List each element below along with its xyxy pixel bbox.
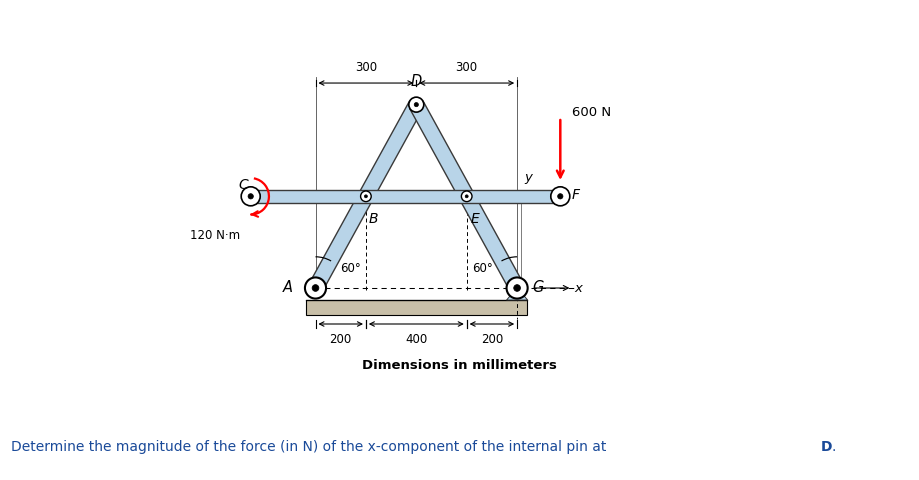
Circle shape xyxy=(312,285,319,291)
Text: Dimensions in millimeters: Dimensions in millimeters xyxy=(362,359,557,372)
Circle shape xyxy=(241,187,260,206)
Circle shape xyxy=(365,195,368,198)
Text: 300: 300 xyxy=(456,61,478,74)
Polygon shape xyxy=(410,101,524,292)
Text: C: C xyxy=(239,179,248,192)
Text: 600 N: 600 N xyxy=(573,106,611,119)
Text: 200: 200 xyxy=(330,333,352,346)
Circle shape xyxy=(550,187,570,206)
Text: 300: 300 xyxy=(355,61,377,74)
Text: D: D xyxy=(821,440,833,454)
Circle shape xyxy=(305,277,326,299)
Circle shape xyxy=(506,277,528,299)
Text: 60°: 60° xyxy=(472,262,493,275)
Circle shape xyxy=(248,193,254,199)
Text: 120 N·m: 120 N·m xyxy=(189,229,240,242)
Text: .: . xyxy=(832,440,836,454)
Text: Determine the magnitude of the force (in N) of the x-component of the internal p: Determine the magnitude of the force (in… xyxy=(11,440,611,454)
Circle shape xyxy=(360,191,371,202)
Text: y: y xyxy=(525,171,533,184)
Text: x: x xyxy=(574,281,583,295)
Text: 400: 400 xyxy=(405,333,427,346)
Circle shape xyxy=(409,97,424,112)
Circle shape xyxy=(461,191,472,202)
Polygon shape xyxy=(506,288,528,300)
Text: B: B xyxy=(369,212,378,226)
Text: F: F xyxy=(572,188,580,203)
Text: E: E xyxy=(471,212,480,226)
Polygon shape xyxy=(309,101,423,292)
Text: A: A xyxy=(282,280,292,296)
Polygon shape xyxy=(251,190,561,203)
Circle shape xyxy=(414,103,418,107)
Bar xyxy=(306,300,527,315)
Circle shape xyxy=(465,195,468,198)
Text: 60°: 60° xyxy=(340,262,360,275)
Text: G: G xyxy=(532,279,544,295)
Text: D: D xyxy=(411,74,422,89)
Circle shape xyxy=(558,193,563,199)
Circle shape xyxy=(514,285,520,291)
Text: 200: 200 xyxy=(481,333,503,346)
